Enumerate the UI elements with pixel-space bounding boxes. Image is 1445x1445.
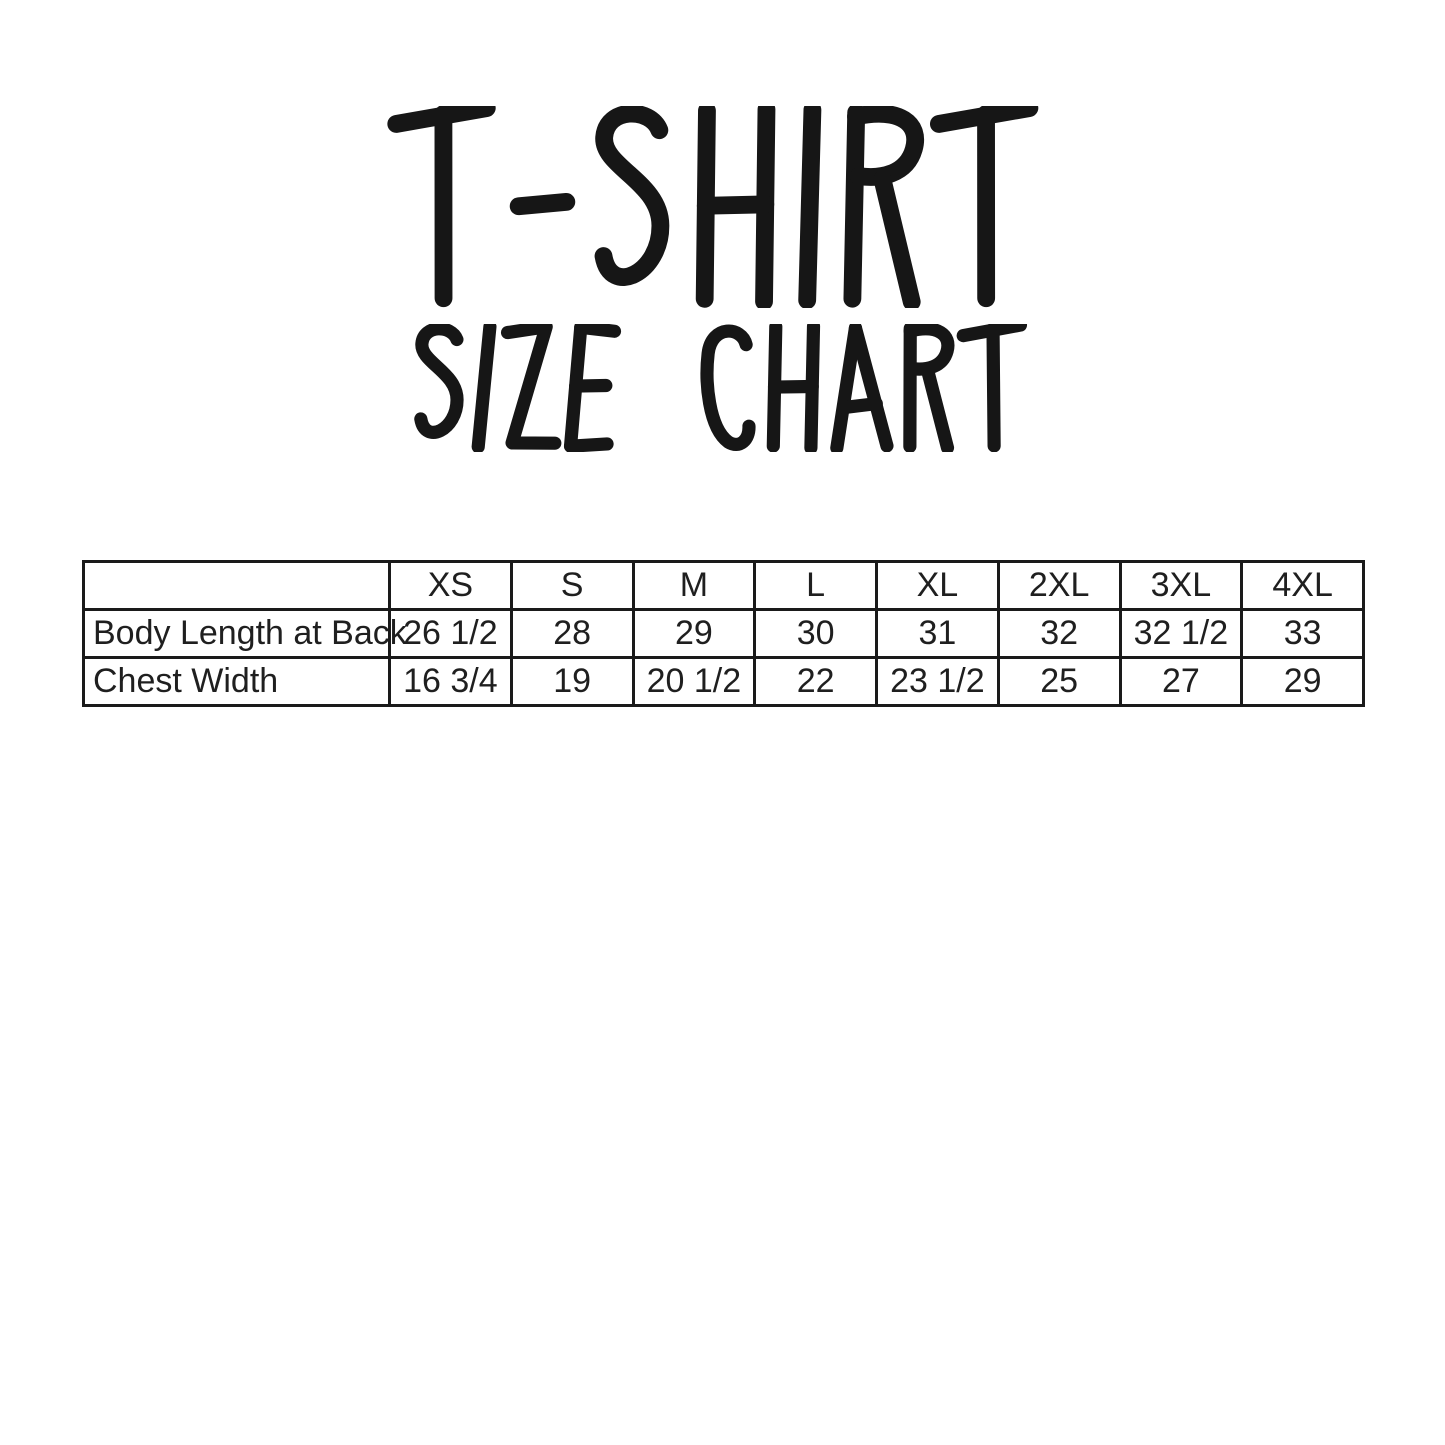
size-table-body: XS S M L XL 2XL 3XL 4XL Body Length at Back 26 1/…	[82, 560, 1365, 707]
size-column-header: L	[753, 560, 878, 611]
size-cell: 16 3/4	[388, 656, 513, 707]
size-cell: 30	[753, 608, 878, 659]
page-title	[0, 106, 1445, 452]
title-line2	[405, 324, 1040, 452]
title-line1-svg	[387, 106, 1039, 308]
size-table-header-row: XS S M L XL 2XL 3XL 4XL	[82, 560, 1365, 611]
size-cell: 23 1/2	[875, 656, 1000, 707]
size-cell: 20 1/2	[631, 656, 757, 707]
size-cell: 32	[996, 608, 1122, 659]
size-cell: 31	[875, 608, 1000, 659]
title-line1	[386, 106, 1059, 308]
size-cell: 25	[996, 656, 1122, 707]
size-cell: 28	[509, 608, 635, 659]
size-column-header: S	[509, 560, 635, 611]
size-column-header: M	[631, 560, 757, 611]
size-column-header: XS	[388, 560, 513, 611]
size-cell: 19	[509, 656, 635, 707]
size-row-label: Body Length at Back	[82, 608, 407, 659]
size-table: XS S M L XL 2XL 3XL 4XL Body Length at Back 26 1/…	[82, 560, 1365, 707]
size-column-header: XL	[875, 560, 1000, 611]
size-column-header: 3XL	[1118, 560, 1244, 611]
size-cell: 29	[631, 608, 757, 659]
size-cell: 32 1/2	[1118, 608, 1244, 659]
size-cell: 29	[1240, 656, 1365, 707]
size-cell: 33	[1240, 608, 1365, 659]
size-row-label: Chest Width	[82, 656, 391, 707]
size-table-corner	[82, 560, 391, 611]
size-table-row: Body Length at Back 26 1/2 28 29 30 31 32 32 1/…	[82, 608, 1365, 659]
size-cell: 22	[753, 656, 878, 707]
size-column-header: 2XL	[996, 560, 1122, 611]
size-cell: 27	[1118, 656, 1244, 707]
size-table-row: Chest Width 16 3/4 19 20 1/2 22 23 1/2 25 27 29	[82, 656, 1365, 707]
title-line2-svg	[414, 324, 1028, 452]
size-column-header: 4XL	[1240, 560, 1365, 611]
size-cell: 26 1/2	[388, 608, 513, 659]
